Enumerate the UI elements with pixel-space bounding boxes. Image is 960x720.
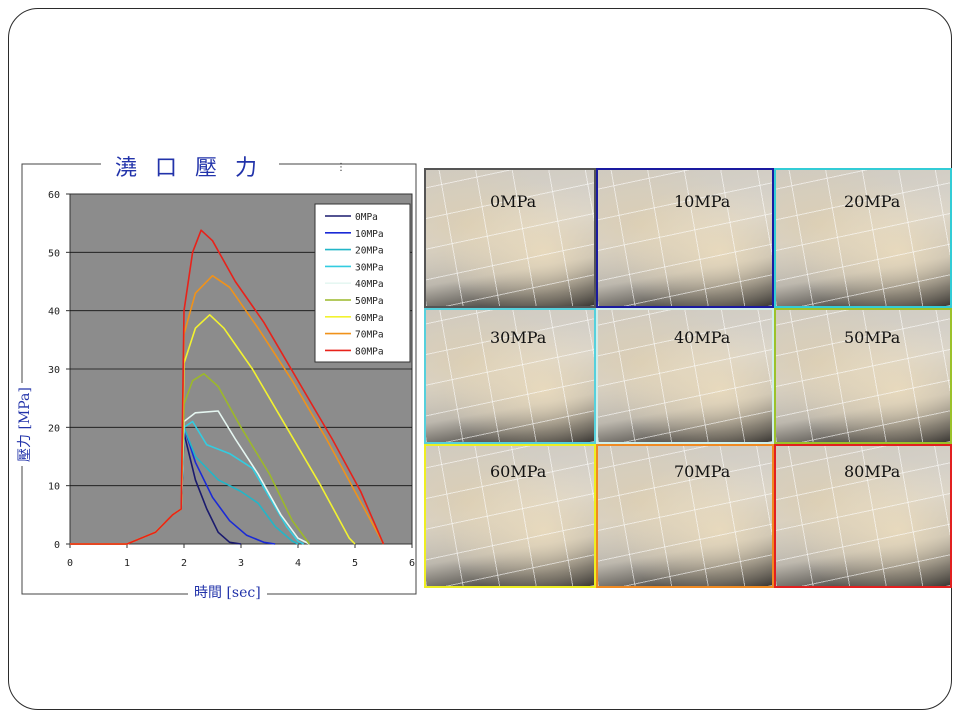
legend-entry: 10MPa — [355, 229, 384, 240]
photo-20MPa: 20MPa — [774, 168, 952, 308]
photo-label: 60MPa — [490, 462, 547, 481]
photo-grid: 0MPa 10MPa 20MPa 30MPa 40MPa 50MPa 60MPa 70MPa 8… — [424, 168, 952, 588]
y-tick-label: 60 — [48, 190, 60, 201]
photo-label: 50MPa — [844, 328, 901, 347]
pressure-chart: 0 10 20 30 40 50 60 0 1 2 3 4 5 6 0MPa 10MPa 20MPa 30MPa 4… — [14, 156, 420, 602]
x-axis-label: 時間 [sec] — [188, 582, 267, 602]
x-tick-label: 3 — [238, 558, 244, 569]
photo-label: 10MPa — [674, 192, 731, 211]
photo-label: 20MPa — [844, 192, 901, 211]
legend-entry: 0MPa — [355, 212, 378, 223]
y-axis-label: 壓力 [MPa] — [14, 383, 34, 466]
chart-title: 澆口壓力 — [20, 150, 360, 182]
x-tick-label: 2 — [181, 558, 187, 569]
ellipsis-mark: ⋮ — [336, 162, 346, 173]
photo-label: 80MPa — [844, 462, 901, 481]
y-tick-label: 30 — [48, 365, 60, 376]
y-tick-label: 0 — [54, 540, 60, 551]
y-tick-label: 10 — [48, 482, 60, 493]
legend-entry: 40MPa — [355, 279, 384, 290]
x-tick-label: 6 — [409, 558, 415, 569]
legend-entry: 70MPa — [355, 330, 384, 341]
legend-entry: 50MPa — [355, 296, 384, 307]
series-line-80MPa — [70, 229, 385, 545]
x-tick-label: 5 — [352, 558, 358, 569]
y-tick-label: 40 — [48, 307, 60, 318]
photo-40MPa: 40MPa — [596, 308, 774, 444]
photo-50MPa: 50MPa — [774, 308, 952, 444]
x-tick-label: 4 — [295, 558, 301, 569]
photo-10MPa: 10MPa — [596, 168, 774, 308]
x-tick-label: 1 — [124, 558, 130, 569]
photo-0MPa: 0MPa — [424, 168, 596, 308]
photo-label: 30MPa — [490, 328, 547, 347]
photo-60MPa: 60MPa — [424, 444, 596, 588]
y-tick-label: 20 — [48, 423, 60, 434]
photo-30MPa: 30MPa — [424, 308, 596, 444]
photo-80MPa: 80MPa — [774, 444, 952, 588]
x-tick-label: 0 — [67, 558, 73, 569]
y-tick-label: 50 — [48, 248, 60, 259]
legend-entry: 80MPa — [355, 346, 384, 357]
photo-label: 70MPa — [674, 462, 731, 481]
photo-label: 0MPa — [490, 192, 537, 211]
legend-entry: 60MPa — [355, 313, 384, 324]
legend-entry: 20MPa — [355, 246, 384, 257]
photo-label: 40MPa — [674, 328, 731, 347]
photo-70MPa: 70MPa — [596, 444, 774, 588]
legend-entry: 30MPa — [355, 262, 384, 273]
